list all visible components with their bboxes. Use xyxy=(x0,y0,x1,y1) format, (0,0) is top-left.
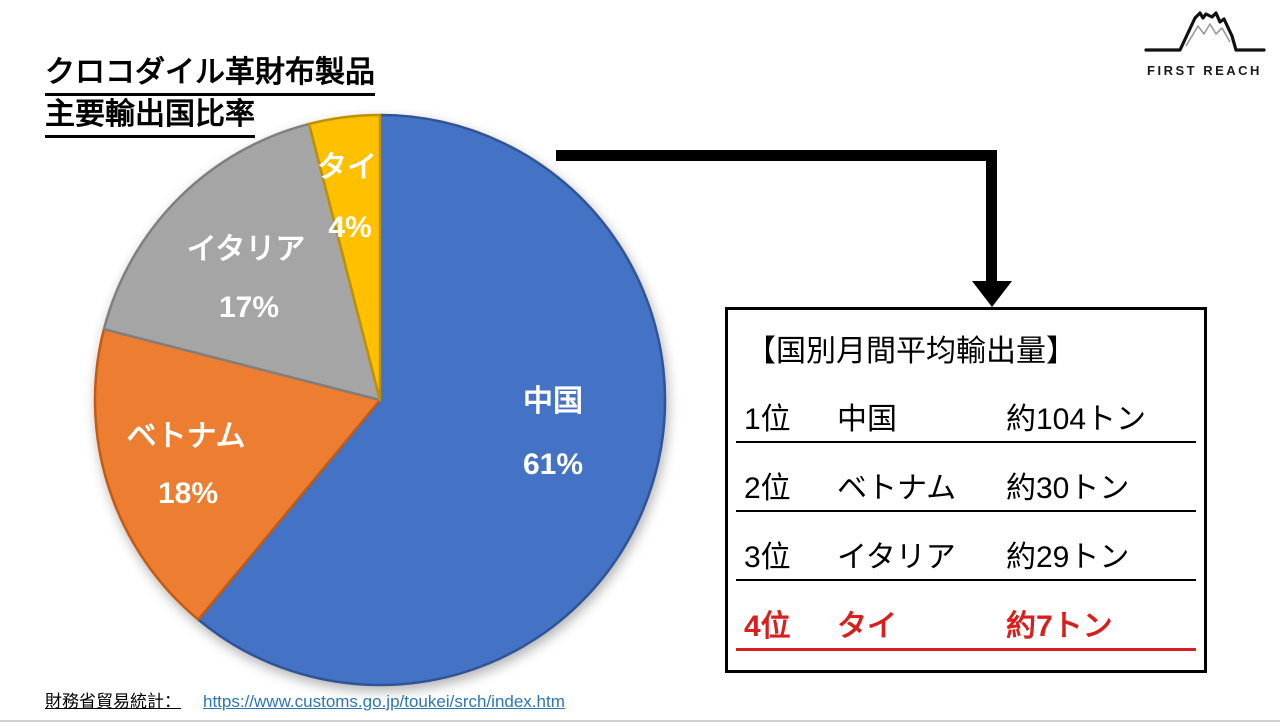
rank-row-1: 1位 中国 約104トン xyxy=(736,374,1196,443)
rank-cell: 3位 xyxy=(744,541,791,574)
page-title-line1: クロコダイル革財布製品 xyxy=(45,54,375,96)
page-title: クロコダイル革財布製品 主要輸出国比率 xyxy=(45,54,375,138)
amount-cell: 約104トン xyxy=(1006,403,1147,436)
export-volume-heading: 【国別月間平均輸出量】 xyxy=(746,335,1076,368)
arrow-horizontal-segment xyxy=(556,150,997,161)
page-title-line2: 主要輸出国比率 xyxy=(45,96,255,138)
amount-cell: 約29トン xyxy=(1006,541,1130,574)
mountain-icon xyxy=(1143,11,1266,52)
amount-cell: 約30トン xyxy=(1006,472,1130,505)
logo-text: FIRST REACH xyxy=(1147,63,1262,78)
rank-cell: 4位 xyxy=(744,610,791,643)
pie-chart xyxy=(93,113,667,687)
country-cell: ベトナム xyxy=(837,472,957,505)
pie-slice-0 xyxy=(197,113,667,687)
arrow-head-icon xyxy=(972,281,1012,307)
pie-slice-3 xyxy=(307,113,382,402)
rank-cell: 2位 xyxy=(744,472,791,505)
source-url-link[interactable]: https://www.customs.go.jp/toukei/srch/in… xyxy=(203,692,565,711)
amount-cell: 約7トン xyxy=(1006,610,1113,643)
pie-slice-2 xyxy=(102,122,382,402)
country-cell: タイ xyxy=(837,610,897,643)
rank-rows: 1位 中国 約104トン 2位 ベトナム 約30トン 3位 イタリア 約29トン 4位 タイ 約7トン xyxy=(728,374,1204,651)
rank-row-4: 4位 タイ 約7トン xyxy=(736,581,1196,651)
country-cell: 中国 xyxy=(837,403,897,436)
country-cell: イタリア xyxy=(837,541,956,574)
pie-slice-1 xyxy=(93,327,382,621)
source-label: 財務省貿易統計： xyxy=(45,692,181,711)
source-line: 財務省貿易統計： https://www.customs.go.jp/toukei… xyxy=(45,687,565,712)
rank-row-2: 2位 ベトナム 約30トン xyxy=(736,443,1196,512)
rank-cell: 1位 xyxy=(744,403,791,436)
arrow-vertical-segment xyxy=(986,150,997,283)
rank-row-3: 3位 イタリア 約29トン xyxy=(736,512,1196,581)
first-reach-logo: FIRST REACH xyxy=(1137,4,1272,78)
export-volume-box: 【国別月間平均輸出量】 1位 中国 約104トン 2位 ベトナム 約30トン 3位 イタリア約… xyxy=(725,307,1207,673)
